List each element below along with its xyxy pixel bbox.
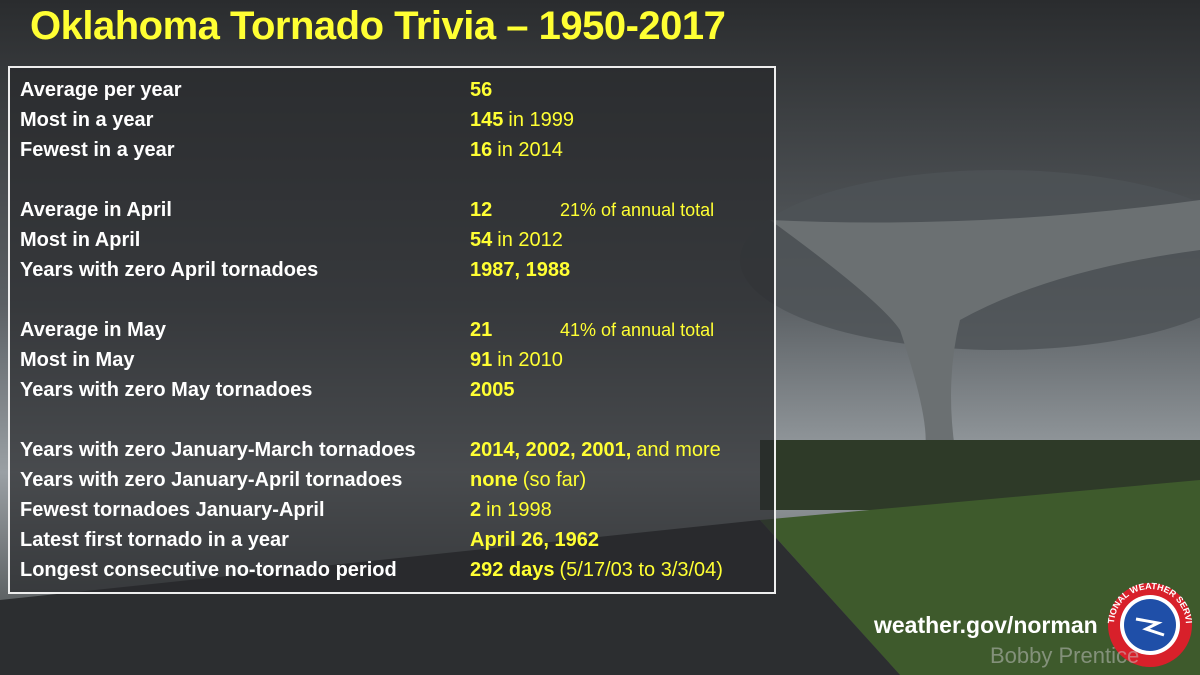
value-bold: 56 xyxy=(470,79,493,101)
row-value: 2014, 2002, 2001, and more xyxy=(470,435,721,465)
row-value: 145 in 1999 xyxy=(470,105,574,135)
row-label: Average per year xyxy=(20,79,182,101)
row-value: 292 days (5/17/03 to 3/3/04) xyxy=(470,555,723,585)
trivia-row: Average in May 21 41% of annual total xyxy=(20,315,770,345)
value-bold: 292 days xyxy=(470,559,555,581)
row-label: Years with zero May tornadoes xyxy=(20,379,313,401)
row-label: Years with zero January-April tornadoes xyxy=(20,469,403,491)
trivia-row: Years with zero May tornadoes 2005 xyxy=(20,375,770,405)
row-label: Average in April xyxy=(20,199,172,221)
row-value: 16 in 2014 xyxy=(470,135,563,165)
value-bold: 1987, 1988 xyxy=(470,259,571,281)
value-detail: (so far) xyxy=(522,469,587,491)
value-bold: none xyxy=(470,469,518,491)
value-detail: and more xyxy=(636,439,721,461)
row-value: 21 xyxy=(470,315,492,345)
row-label: Fewest in a year xyxy=(20,139,175,161)
value-bold: 91 xyxy=(470,349,493,371)
title: Oklahoma Tornado Trivia – 1950-2017 xyxy=(30,4,726,48)
value-bold: 54 xyxy=(470,229,493,251)
value-bold: 2014, 2002, 2001, xyxy=(470,439,632,461)
trivia-row: Years with zero January-April tornadoes n… xyxy=(20,465,770,495)
value-bold: 16 xyxy=(470,139,493,161)
trivia-row: Latest first tornado in a year April 26, … xyxy=(20,525,770,555)
trivia-row: Fewest tornadoes January-April 2 in 1998 xyxy=(20,495,770,525)
value-detail: in 2012 xyxy=(497,229,563,251)
value-bold: 2005 xyxy=(470,379,515,401)
row-value: 12 xyxy=(470,195,492,225)
trivia-row: Average in April 12 21% of annual total xyxy=(20,195,770,225)
row-note: 21% of annual total xyxy=(560,200,715,220)
url: weather.gov/norman xyxy=(874,612,1098,638)
trivia-row: Average per year 56 xyxy=(20,75,770,105)
row-label: Most in May xyxy=(20,349,135,371)
trivia-row: Years with zero April tornadoes 1987, 198… xyxy=(20,255,770,285)
row-label: Most in April xyxy=(20,229,141,251)
value-bold: 145 xyxy=(470,109,504,131)
trivia-row: Most in a year 145 in 1999 xyxy=(20,105,770,135)
value-detail: in 2014 xyxy=(497,139,563,161)
row-label: Latest first tornado in a year xyxy=(20,529,289,551)
row-value: 1987, 1988 xyxy=(470,255,570,285)
value-bold: 21 xyxy=(470,319,493,341)
row-label: Longest consecutive no-tornado period xyxy=(20,559,397,581)
value-detail: in 1999 xyxy=(508,109,574,131)
trivia-row: Fewest in a year 16 in 2014 xyxy=(20,135,770,165)
row-value: 2 in 1998 xyxy=(470,495,552,525)
row-value: April 26, 1962 xyxy=(470,525,599,555)
row-note: 41% of annual total xyxy=(560,320,715,340)
trivia-box: Average per year 56 Most in a year 145 in 19… xyxy=(8,66,776,594)
row-label: Most in a year xyxy=(20,109,154,131)
value-bold: 2 xyxy=(470,499,482,521)
value-bold: 12 xyxy=(470,199,493,221)
row-value: 2005 xyxy=(470,375,515,405)
trivia-row: Years with zero January-March tornadoes 2… xyxy=(20,435,770,465)
row-value: 91 in 2010 xyxy=(470,345,563,375)
trivia-row: Most in May 91 in 2010 xyxy=(20,345,770,375)
row-value: 56 xyxy=(470,75,492,105)
row-label: Years with zero January-March tornadoes xyxy=(20,439,416,461)
row-value: none (so far) xyxy=(470,465,586,495)
trivia-row: Longest consecutive no-tornado period 292… xyxy=(20,555,770,585)
row-label: Years with zero April tornadoes xyxy=(20,259,319,281)
trivia-row: Most in April 54 in 2012 xyxy=(20,225,770,255)
value-detail: (5/17/03 to 3/3/04) xyxy=(559,559,723,581)
row-value: 54 in 2012 xyxy=(470,225,563,255)
value-bold: April 26, 1962 xyxy=(470,529,599,551)
row-label: Average in May xyxy=(20,319,166,341)
row-label: Fewest tornadoes January-April xyxy=(20,499,325,521)
value-detail: in 2010 xyxy=(497,349,563,371)
photo-credit: Bobby Prentice xyxy=(990,643,1140,668)
value-detail: in 1998 xyxy=(486,499,552,521)
